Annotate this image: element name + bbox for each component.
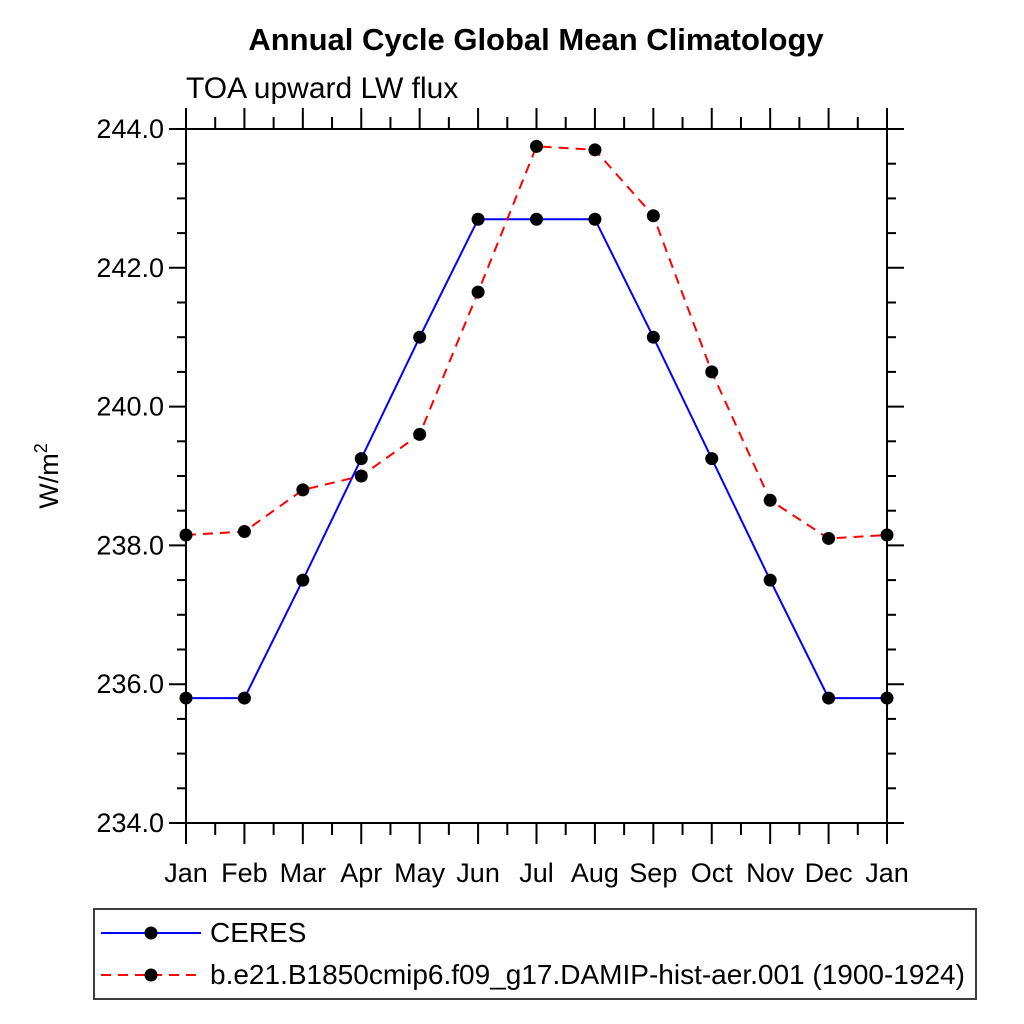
svg-text:Dec: Dec — [805, 858, 853, 888]
svg-text:Sep: Sep — [629, 858, 677, 888]
legend-label-model: b.e21.B1850cmip6.f09_g17.DAMIP-hist-aer.… — [210, 959, 965, 990]
legend-box: CERES b.e21.B1850cmip6.f09_g17.DAMIP-his… — [93, 908, 977, 1000]
ceres-line-icon — [101, 926, 201, 940]
chart-title: Annual Cycle Global Mean Climatology — [248, 22, 824, 57]
svg-text:234.0: 234.0 — [96, 808, 164, 838]
legend-row-model: b.e21.B1850cmip6.f09_g17.DAMIP-hist-aer.… — [98, 954, 975, 996]
svg-text:Jan: Jan — [865, 858, 909, 888]
svg-text:Feb: Feb — [221, 858, 268, 888]
svg-text:May: May — [394, 858, 446, 888]
model-line-icon — [101, 968, 201, 982]
svg-text:Apr: Apr — [340, 858, 382, 888]
svg-text:Jul: Jul — [519, 858, 554, 888]
svg-text:Jan: Jan — [164, 858, 208, 888]
chart-subtitle: TOA upward LW flux — [186, 72, 459, 105]
svg-text:236.0: 236.0 — [96, 669, 164, 699]
svg-text:Oct: Oct — [691, 858, 734, 888]
svg-text:Jun: Jun — [456, 858, 500, 888]
svg-text:Mar: Mar — [280, 858, 327, 888]
svg-text:W/m2: W/m2 — [31, 443, 64, 509]
svg-text:242.0: 242.0 — [96, 253, 164, 283]
svg-text:Aug: Aug — [571, 858, 619, 888]
svg-text:244.0: 244.0 — [96, 114, 164, 144]
svg-text:Nov: Nov — [746, 858, 795, 888]
svg-text:240.0: 240.0 — [96, 392, 164, 422]
legend-row-ceres: CERES — [98, 912, 975, 954]
legend-label-ceres: CERES — [210, 917, 307, 948]
svg-text:238.0: 238.0 — [96, 530, 164, 560]
